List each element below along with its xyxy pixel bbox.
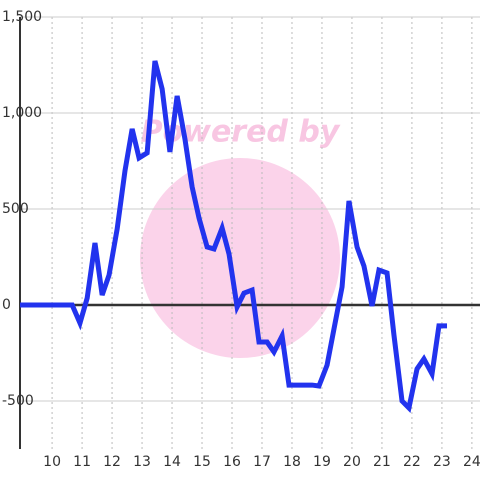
- x-tick-label: 13: [133, 454, 151, 470]
- x-tick-label: 19: [313, 454, 331, 470]
- x-tick-label: 21: [373, 454, 391, 470]
- x-tick-label: 24: [463, 454, 480, 470]
- x-tick-label: 17: [253, 454, 271, 470]
- x-tick-label: 22: [403, 454, 421, 470]
- y-tick-label: 500: [2, 201, 29, 217]
- x-tick-label: 11: [73, 454, 91, 470]
- y-tick-label: 1,500: [2, 9, 42, 25]
- x-tick-label: 15: [193, 454, 211, 470]
- y-tick-label: 1,000: [2, 105, 42, 121]
- x-tick-label: 23: [433, 454, 451, 470]
- x-tick-label: 10: [43, 454, 61, 470]
- x-tick-label: 20: [343, 454, 361, 470]
- x-tick-label: 12: [103, 454, 121, 470]
- x-tick-label: 16: [223, 454, 241, 470]
- x-tick-label: 18: [283, 454, 301, 470]
- x-tick-label: 14: [163, 454, 181, 470]
- watermark-logo: [140, 158, 340, 358]
- y-tick-label: 0: [2, 297, 11, 313]
- y-tick-label: -500: [2, 393, 34, 409]
- data-line: [20, 60, 448, 413]
